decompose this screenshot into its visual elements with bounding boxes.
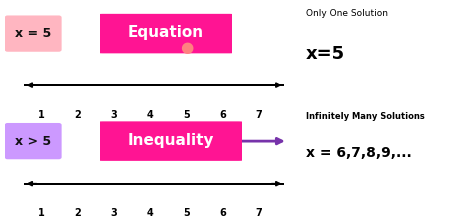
Text: 6: 6 bbox=[219, 208, 226, 218]
Text: 1: 1 bbox=[38, 110, 45, 120]
Text: ●: ● bbox=[180, 40, 193, 54]
Text: x = 6,7,8,9,...: x = 6,7,8,9,... bbox=[306, 146, 411, 159]
Text: 4: 4 bbox=[147, 208, 154, 218]
Text: 7: 7 bbox=[255, 208, 263, 218]
Text: Infinitely Many Solutions: Infinitely Many Solutions bbox=[306, 112, 425, 121]
Text: 3: 3 bbox=[111, 110, 118, 120]
Text: 1: 1 bbox=[38, 208, 45, 218]
Text: Inequality: Inequality bbox=[128, 133, 214, 148]
FancyBboxPatch shape bbox=[97, 14, 235, 53]
Text: x > 5: x > 5 bbox=[15, 135, 51, 148]
FancyBboxPatch shape bbox=[5, 15, 62, 52]
Text: 4: 4 bbox=[147, 110, 154, 120]
Text: 3: 3 bbox=[111, 208, 118, 218]
FancyBboxPatch shape bbox=[97, 121, 245, 161]
Text: Only One Solution: Only One Solution bbox=[306, 9, 388, 18]
Text: 2: 2 bbox=[74, 208, 82, 218]
Text: 7: 7 bbox=[255, 110, 263, 120]
Text: Equation: Equation bbox=[128, 25, 204, 40]
Text: 5: 5 bbox=[183, 208, 190, 218]
Text: 5: 5 bbox=[183, 110, 190, 120]
Text: 6: 6 bbox=[219, 110, 226, 120]
Text: 2: 2 bbox=[74, 110, 82, 120]
Text: x = 5: x = 5 bbox=[15, 27, 51, 40]
Text: x=5: x=5 bbox=[306, 45, 345, 63]
FancyBboxPatch shape bbox=[5, 123, 62, 159]
